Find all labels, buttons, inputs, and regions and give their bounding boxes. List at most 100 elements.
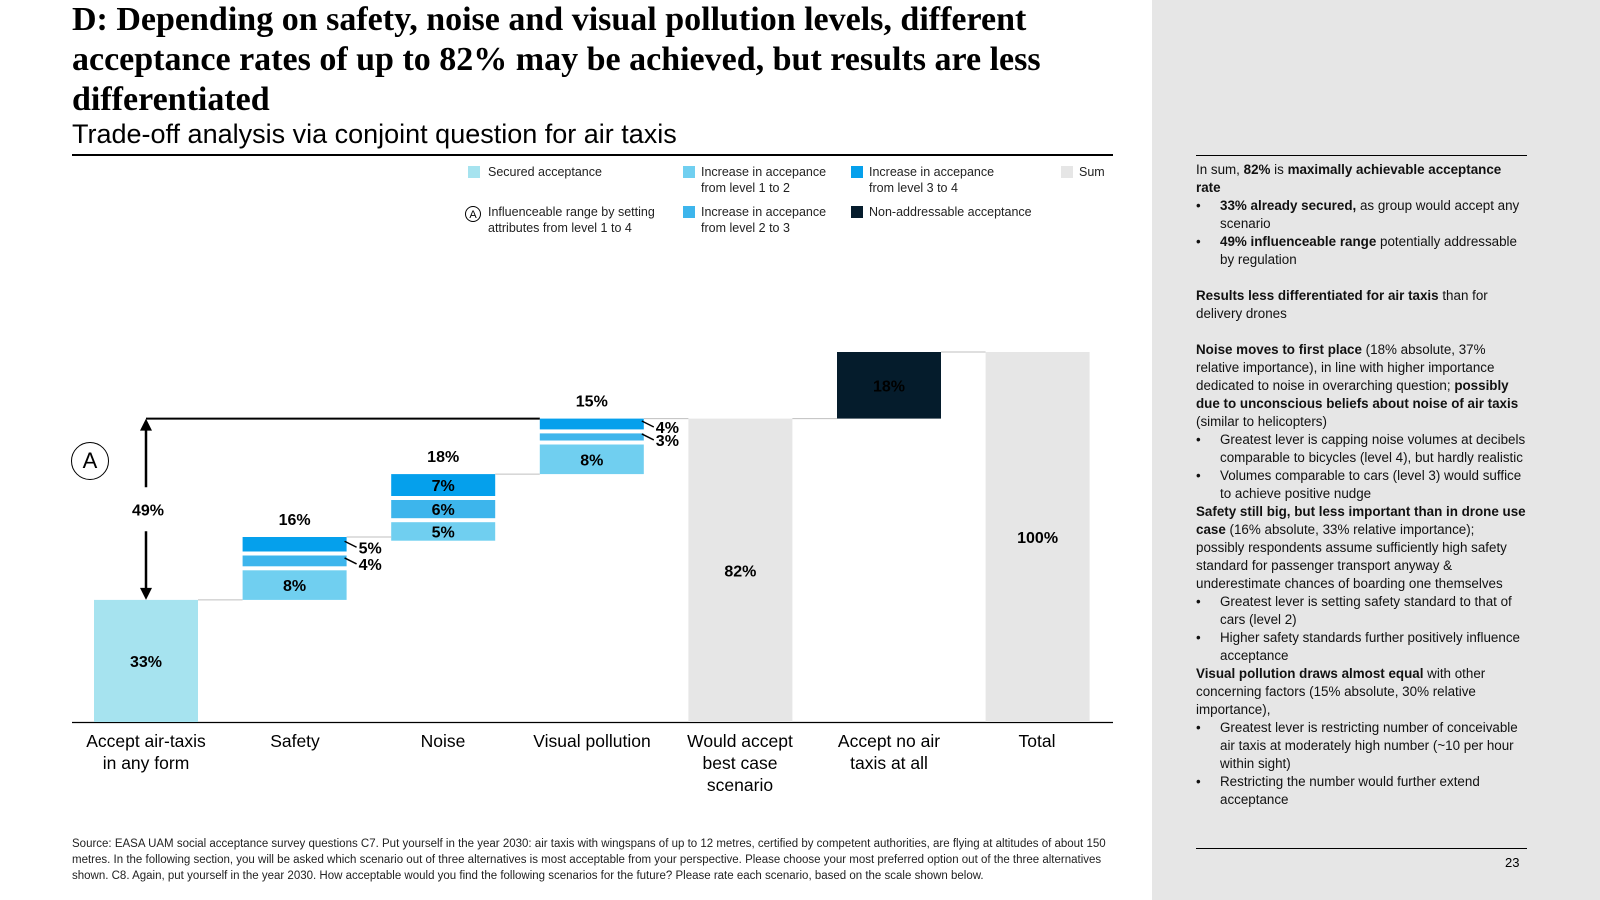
sidebar-bottom-rule [1196,848,1527,849]
data-label: 33% [130,654,162,671]
influenceable-range-arrowhead [140,418,152,431]
sidebar-paragraph-safety: Safety still big, but less important tha… [1196,503,1526,593]
data-label: 18% [873,378,905,395]
bar-segment-inc34 [242,537,347,552]
sidebar-text: (18% absolute, 37% relative importance),… [1196,342,1495,393]
legend-swatch-sum [1061,166,1073,178]
sidebar-bullet: Volumes comparable to cars (level 3) wou… [1196,467,1526,503]
sidebar-text: as group would accept any scenario [1220,198,1520,231]
data-label: 6% [432,502,455,519]
bar-segment-sum [688,418,793,722]
sidebar-text-bold: Noise moves to first place [1196,342,1362,357]
legend-swatch-inc34 [851,166,863,178]
page-title: D: Depending on safety, noise and visual… [72,1,1041,118]
legend-label-nonaddr: Non-addressable acceptance [869,205,1032,219]
sidebar-text-bold: maximally achievable acceptance rate [1196,162,1502,195]
bar-total-label: 16% [279,512,311,529]
sidebar-text-bold: 33% already secured, [1220,198,1357,213]
bar-segment-inc34 [539,418,644,430]
sidebar-text-bold: Visual pollution draws almost equal [1196,666,1424,681]
sidebar-text-bold: Results less differentiated for air taxi… [1196,288,1439,303]
legend-swatch-inc23 [683,206,695,218]
legend-label-inc23: Increase in accepance from level 2 to 3 [701,205,827,235]
sidebar-text: with other concerning factors (15% absol… [1196,666,1486,717]
bar-segment-inc23 [242,555,347,567]
data-label: 8% [283,578,306,595]
legend-swatch-secured [468,166,480,178]
sidebar-paragraph-visual: Visual pollution draws almost equal with… [1196,665,1526,719]
bar-segment-nonaddr [837,352,941,419]
bar-segment-inc12 [242,570,347,600]
page-subtitle: Trade-off analysis via conjoint question… [72,119,677,149]
sidebar-bullet: 33% already secured, as group would acce… [1196,197,1526,233]
sidebar-list: Greatest lever is restricting number of … [1196,719,1526,809]
sidebar-bullet: Greatest lever is capping noise volumes … [1196,431,1526,467]
legend-swatch-inc12 [683,166,695,178]
sidebar-text-bold: possibly due to unconscious beliefs abou… [1196,378,1519,411]
category-label-visual-pollution: Visual pollution [533,731,651,751]
sidebar-paragraph-noise: Noise moves to first place (18% absolute… [1196,341,1526,431]
sidebar-text-bold: Safety still big, but less important tha… [1196,504,1526,537]
bar-segment-secured [94,599,198,722]
legend-label-inc12: Increase in accepance from level 1 to 2 [701,165,827,195]
sidebar-text: potentially addressable by regulation [1220,234,1517,267]
legend-marker-a: A [465,206,481,222]
bar-segment-inc23 [539,433,644,441]
waterfall-chart: 33%8%4%5%16%5%6%7%18% 8%3%4%15%82%18%100%… [72,351,1113,724]
sidebar-text: is [1270,162,1288,177]
sidebar-bullet: Restricting the number would further ext… [1196,773,1526,809]
sidebar-commentary: In sum, 82% is maximally achievable acce… [1196,161,1526,809]
sidebar-paragraph-summary: In sum, 82% is maximally achievable acce… [1196,161,1526,197]
data-label: 100% [1017,530,1058,547]
influenceable-range-marker: A [71,442,109,480]
sidebar-list: Greatest lever is setting safety standar… [1196,593,1526,665]
category-label-any-form: Accept air-taxis in any form [86,731,206,773]
category-label-no-air-taxis: Accept no air taxis at all [837,731,941,773]
sidebar-top-rule [1196,155,1527,156]
sidebar-bullet: Greatest lever is setting safety standar… [1196,593,1526,629]
data-label: 82% [724,563,756,580]
legend-swatch-nonaddr [851,206,863,218]
data-label: 5% [359,540,382,557]
legend-label-inc34: Increase in accepance from level 3 to 4 [869,165,995,195]
bar-segment-inc34 [391,474,496,496]
sidebar-text: In sum, [1196,162,1244,177]
legend-label-sum: Sum [1079,165,1105,179]
bar-segment-inc12 [539,444,644,475]
sidebar-bullet: Greatest lever is restricting number of … [1196,719,1526,773]
source-footnote: Source: EASA UAM social acceptance surve… [72,838,1106,882]
category-label-noise: Noise [420,731,466,751]
data-label-leader [641,433,655,441]
category-label-total: Total [1018,731,1056,751]
sidebar-text: (similar to helicopters) [1196,414,1327,429]
bar-segment-sum [985,352,1090,722]
category-label-safety: Safety [270,731,320,751]
influenceable-range-label: 49% [132,502,164,519]
sidebar-text-bold: 49% influenceable range [1220,234,1377,249]
category-label-best-case: Would accept best case scenario [687,731,793,795]
sidebar-bullet: Higher safety standards further positive… [1196,629,1526,665]
sidebar-paragraph-differentiation: Results less differentiated for air taxi… [1196,287,1526,323]
sidebar-text: (16% absolute, 33% relative importance);… [1196,522,1507,591]
data-label-leader [641,420,655,428]
sidebar-list: Greatest lever is capping noise volumes … [1196,431,1526,503]
bar-total-label: 15% [576,394,608,411]
data-label: 3% [656,433,679,450]
page-number: 23 [1505,855,1520,870]
data-label: 5% [432,524,455,541]
sidebar-text: than for delivery drones [1196,288,1488,321]
bar-segment-inc23 [391,500,496,519]
title-divider [72,154,1113,156]
data-label: 8% [580,452,603,469]
legend-label-secured: Secured acceptance [488,165,602,179]
data-label-leader [344,557,357,565]
sidebar-bullet: 49% influenceable range potentially addr… [1196,233,1526,269]
legend-label-influenceable: Influenceable range by setting attribute… [488,205,655,235]
bar-total-label: 18% [427,449,459,466]
bar-segment-inc12 [391,522,496,541]
data-label-leader [344,540,357,548]
data-label: 4% [656,420,679,437]
sidebar-text-bold: 82% [1243,162,1271,177]
data-label: 4% [359,557,382,574]
data-label: 7% [432,478,455,495]
